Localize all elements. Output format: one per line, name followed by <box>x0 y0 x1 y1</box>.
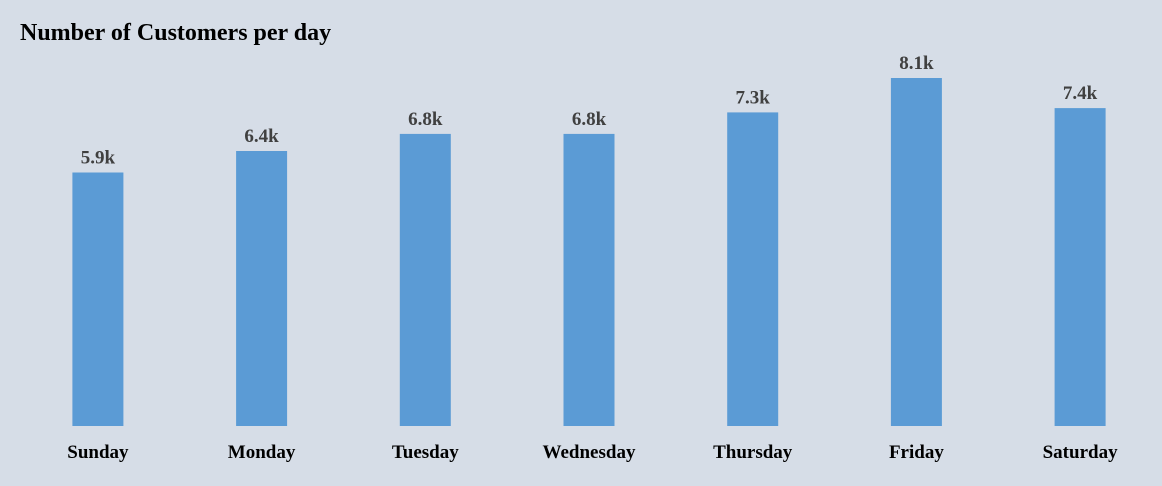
category-label-thursday: Thursday <box>713 442 793 463</box>
data-label-sunday: 5.9k <box>81 148 116 169</box>
category-label-saturday: Saturday <box>1043 442 1118 463</box>
bar-friday <box>890 78 942 426</box>
chart-title: Number of Customers per day <box>20 20 332 46</box>
category-label-monday: Monday <box>228 442 296 463</box>
data-label-wednesday: 6.8k <box>572 109 607 130</box>
bar-wednesday <box>563 133 615 426</box>
bar-sunday <box>72 172 124 426</box>
category-label-sunday: Sunday <box>67 442 129 463</box>
bar-saturday <box>1054 108 1106 426</box>
data-label-tuesday: 6.8k <box>408 109 443 130</box>
data-label-thursday: 7.3k <box>736 87 771 108</box>
data-label-monday: 6.4k <box>244 126 279 147</box>
data-label-saturday: 7.4k <box>1063 83 1098 104</box>
category-label-friday: Friday <box>889 442 944 463</box>
bar-tuesday <box>399 133 451 426</box>
bar-thursday <box>727 112 779 427</box>
category-label-tuesday: Tuesday <box>392 442 459 463</box>
data-label-friday: 8.1k <box>899 53 934 74</box>
bar-monday <box>236 151 288 426</box>
category-label-wednesday: Wednesday <box>543 442 636 463</box>
